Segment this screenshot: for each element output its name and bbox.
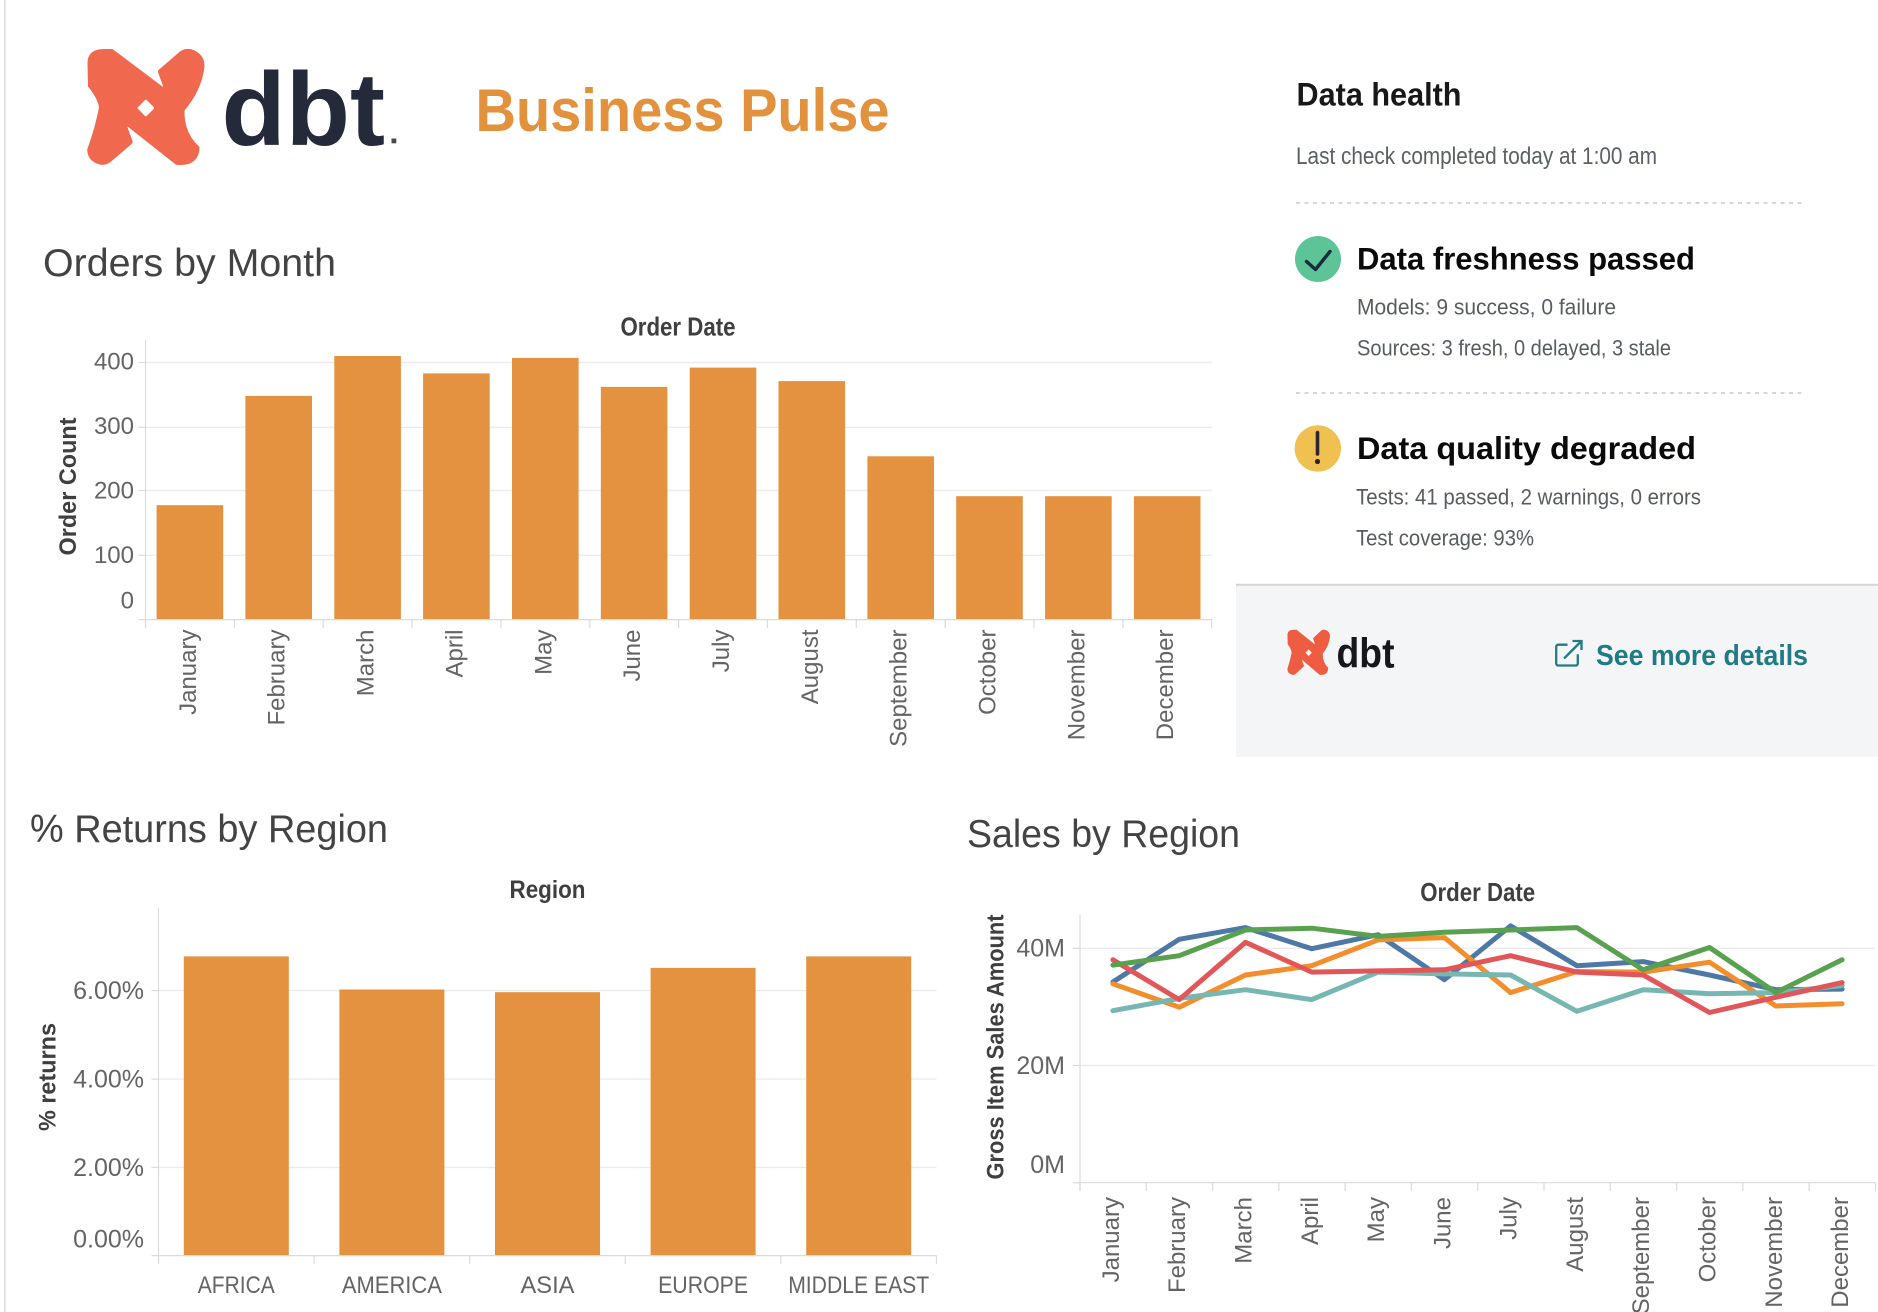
- svg-text:June: June: [619, 630, 646, 682]
- svg-text:November: November: [1761, 1197, 1788, 1308]
- svg-text:June: June: [1429, 1197, 1456, 1249]
- svg-text:Orders by Month: Orders by Month: [43, 242, 336, 285]
- svg-text:ASIA: ASIA: [521, 1272, 575, 1299]
- svg-text:February: February: [1164, 1197, 1191, 1293]
- svg-text:20M: 20M: [1016, 1052, 1065, 1080]
- svg-text:February: February: [264, 630, 291, 726]
- svg-text:dbt: dbt: [222, 52, 386, 168]
- svg-text:March: March: [1231, 1197, 1258, 1264]
- svg-text:4.00%: 4.00%: [73, 1066, 144, 1094]
- svg-text:AFRICA: AFRICA: [198, 1272, 275, 1299]
- svg-text:September: September: [886, 630, 913, 747]
- svg-text:May: May: [1363, 1197, 1390, 1242]
- svg-text:Sales by Region: Sales by Region: [967, 813, 1240, 856]
- svg-text:40M: 40M: [1016, 935, 1065, 963]
- svg-text:MIDDLE EAST: MIDDLE EAST: [788, 1272, 929, 1299]
- svg-text:2.00%: 2.00%: [73, 1154, 144, 1182]
- svg-text:April: April: [441, 630, 468, 678]
- svg-text:November: November: [1063, 630, 1090, 741]
- svg-text:100: 100: [94, 542, 134, 569]
- svg-text:Data health: Data health: [1297, 77, 1462, 113]
- svg-text:July: July: [1496, 1197, 1523, 1240]
- svg-text:Tests: 41 passed, 2 warnings,: Tests: 41 passed, 2 warnings, 0 errors: [1356, 485, 1701, 510]
- svg-text:April: April: [1297, 1197, 1324, 1245]
- svg-text:200: 200: [94, 477, 134, 504]
- svg-text:Models: 9 success, 0 failure: Models: 9 success, 0 failure: [1357, 295, 1616, 320]
- svg-text:August: August: [1562, 1197, 1589, 1272]
- svg-text:Region: Region: [510, 876, 586, 904]
- svg-text:Sources: 3 fresh, 0 delayed, 3: Sources: 3 fresh, 0 delayed, 3 stale: [1357, 336, 1671, 361]
- svg-text:Test coverage: 93%: Test coverage: 93%: [1356, 526, 1534, 551]
- svg-text:Last check completed today at: Last check completed today at 1:00 am: [1296, 143, 1657, 170]
- svg-text:March: March: [353, 630, 380, 697]
- svg-text:0M: 0M: [1030, 1151, 1065, 1179]
- svg-text:See more details: See more details: [1596, 640, 1808, 672]
- svg-text:December: December: [1827, 1197, 1854, 1308]
- svg-text:0: 0: [121, 587, 134, 614]
- svg-text:Data freshness passed: Data freshness passed: [1357, 241, 1695, 277]
- svg-text:% Returns by Region: % Returns by Region: [30, 808, 388, 851]
- svg-text:October: October: [975, 629, 1002, 714]
- svg-text:Order Count: Order Count: [55, 417, 82, 555]
- svg-text:July: July: [708, 630, 735, 673]
- svg-text:400: 400: [94, 348, 134, 375]
- svg-text:0.00%: 0.00%: [73, 1226, 144, 1254]
- svg-text:September: September: [1628, 1197, 1655, 1312]
- svg-text:Business Pulse: Business Pulse: [476, 76, 890, 144]
- svg-text:Order Date: Order Date: [621, 312, 736, 342]
- svg-text:December: December: [1152, 630, 1179, 741]
- svg-text:Order Date: Order Date: [1420, 877, 1535, 907]
- svg-text:October: October: [1695, 1197, 1722, 1282]
- svg-text:% returns: % returns: [35, 1023, 62, 1131]
- svg-text:6.00%: 6.00%: [73, 977, 144, 1005]
- svg-text:August: August: [797, 629, 824, 704]
- svg-text:dbt: dbt: [1337, 630, 1395, 677]
- svg-text:Data quality degraded: Data quality degraded: [1357, 430, 1696, 466]
- svg-text:AMERICA: AMERICA: [342, 1272, 442, 1299]
- svg-text:300: 300: [94, 413, 134, 440]
- svg-text:EUROPE: EUROPE: [658, 1272, 748, 1299]
- svg-text:Gross Item Sales Amount: Gross Item Sales Amount: [983, 914, 1010, 1179]
- svg-text:January: January: [1098, 1197, 1125, 1282]
- svg-text:January: January: [175, 630, 202, 715]
- svg-text:May: May: [530, 630, 557, 675]
